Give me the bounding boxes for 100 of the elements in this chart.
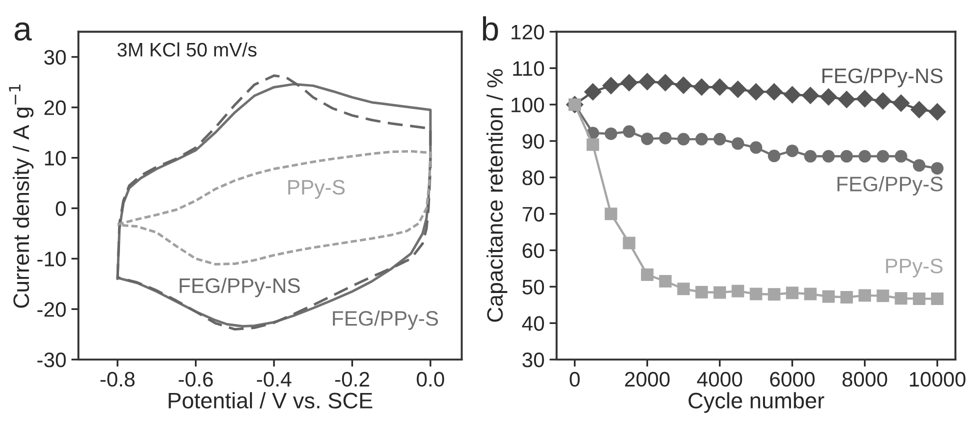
x-tick-label: 10000: [910, 372, 966, 387]
point: [892, 94, 910, 112]
point: [931, 162, 944, 175]
y-tick-label: 70: [522, 206, 544, 222]
point: [840, 291, 853, 304]
series-label: PPy-S: [886, 258, 942, 278]
y-tick-label: 60: [522, 243, 544, 258]
point: [732, 137, 744, 150]
point: [931, 292, 944, 305]
point: [695, 286, 708, 298]
point: [732, 284, 744, 298]
series-label: PPy-S: [288, 180, 345, 199]
point: [786, 144, 799, 158]
y-tick-label: 10: [45, 150, 66, 166]
point: [602, 76, 620, 94]
annotation: 3M KCl 50 mV/s: [117, 42, 257, 57]
point: [858, 150, 872, 163]
x-tick-label: -0.4: [256, 372, 292, 387]
y-axis-title: Current density / A g$^{−1}$: [9, 84, 34, 308]
y-tick-label: 100: [512, 98, 544, 112]
point: [620, 74, 638, 92]
x-axis-title: Cycle number: [688, 392, 824, 413]
point: [928, 103, 946, 121]
point: [912, 292, 926, 305]
point: [874, 92, 892, 110]
chart-title: b: [482, 16, 498, 41]
x-axis-title: Potential / V vs. SCE: [168, 392, 372, 408]
point: [876, 150, 890, 163]
point: [659, 274, 672, 288]
point: [714, 286, 726, 299]
point: [912, 159, 926, 172]
point: [804, 288, 817, 300]
x-tick-label: 4000: [697, 372, 742, 387]
y-tick-label: 40: [522, 316, 544, 331]
point: [822, 290, 835, 303]
x-tick-label: -0.8: [100, 372, 135, 387]
y-tick-label: 20: [44, 100, 66, 116]
point: [894, 150, 908, 163]
point: [604, 208, 618, 220]
y-tick-label: 120: [512, 24, 544, 40]
point: [894, 292, 908, 305]
point: [840, 150, 853, 163]
point: [765, 82, 783, 101]
y-tick-label: 30: [522, 352, 544, 368]
point: [640, 268, 654, 281]
point: [768, 150, 780, 162]
point: [659, 132, 672, 144]
point: [910, 100, 928, 119]
point: [747, 82, 765, 101]
x-tick-label: -0.6: [178, 372, 213, 387]
point: [622, 236, 636, 250]
point: [783, 86, 802, 104]
x-tick-label: -0.2: [335, 372, 370, 387]
point: [677, 282, 690, 296]
point: [838, 90, 856, 108]
point: [656, 74, 674, 92]
point: [714, 132, 726, 146]
y-tick-label: 0: [56, 201, 66, 216]
point: [638, 72, 656, 90]
x-tick-label: 2000: [625, 372, 670, 387]
point: [674, 76, 692, 94]
y-tick-label: -30: [37, 352, 66, 368]
point: [584, 82, 602, 101]
series-label: FEG/PPy-S: [838, 176, 942, 196]
point: [692, 78, 710, 96]
point: [640, 132, 654, 146]
line-series: [116, 150, 432, 266]
point: [876, 290, 890, 302]
point: [586, 138, 600, 151]
chart-title: a: [14, 22, 32, 41]
point: [768, 288, 780, 301]
series-label: FEG/PPy-NS: [180, 278, 300, 298]
y-tick-label: 80: [522, 170, 544, 186]
y-tick-label: 110: [513, 61, 544, 76]
point: [802, 86, 820, 104]
y-tick-label: 30: [44, 50, 66, 65]
y-tick-label: 50: [522, 280, 544, 294]
series-label: FEG/PPy-NS: [822, 68, 942, 88]
point: [604, 127, 618, 140]
point: [820, 88, 838, 106]
point: [729, 80, 747, 98]
y-tick-label: -20: [37, 302, 66, 317]
point: [822, 150, 835, 163]
y-tick-label: 90: [522, 134, 544, 149]
point: [858, 289, 872, 302]
point: [856, 90, 874, 108]
point: [750, 141, 762, 154]
x-tick-label: 8000: [842, 372, 888, 387]
x-tick-label: 0.0: [416, 372, 444, 387]
point: [710, 78, 729, 96]
x-tick-label: 6000: [770, 372, 815, 387]
point: [695, 132, 708, 146]
x-tick-label: 0: [570, 372, 580, 387]
point: [622, 125, 636, 138]
point: [750, 288, 762, 300]
series-label: FEG/PPy-S: [332, 310, 438, 330]
point: [786, 286, 799, 300]
y-axis-title: Capacitance retention / %: [486, 69, 508, 322]
point: [804, 150, 817, 163]
y-tick-label: -10: [37, 252, 66, 266]
